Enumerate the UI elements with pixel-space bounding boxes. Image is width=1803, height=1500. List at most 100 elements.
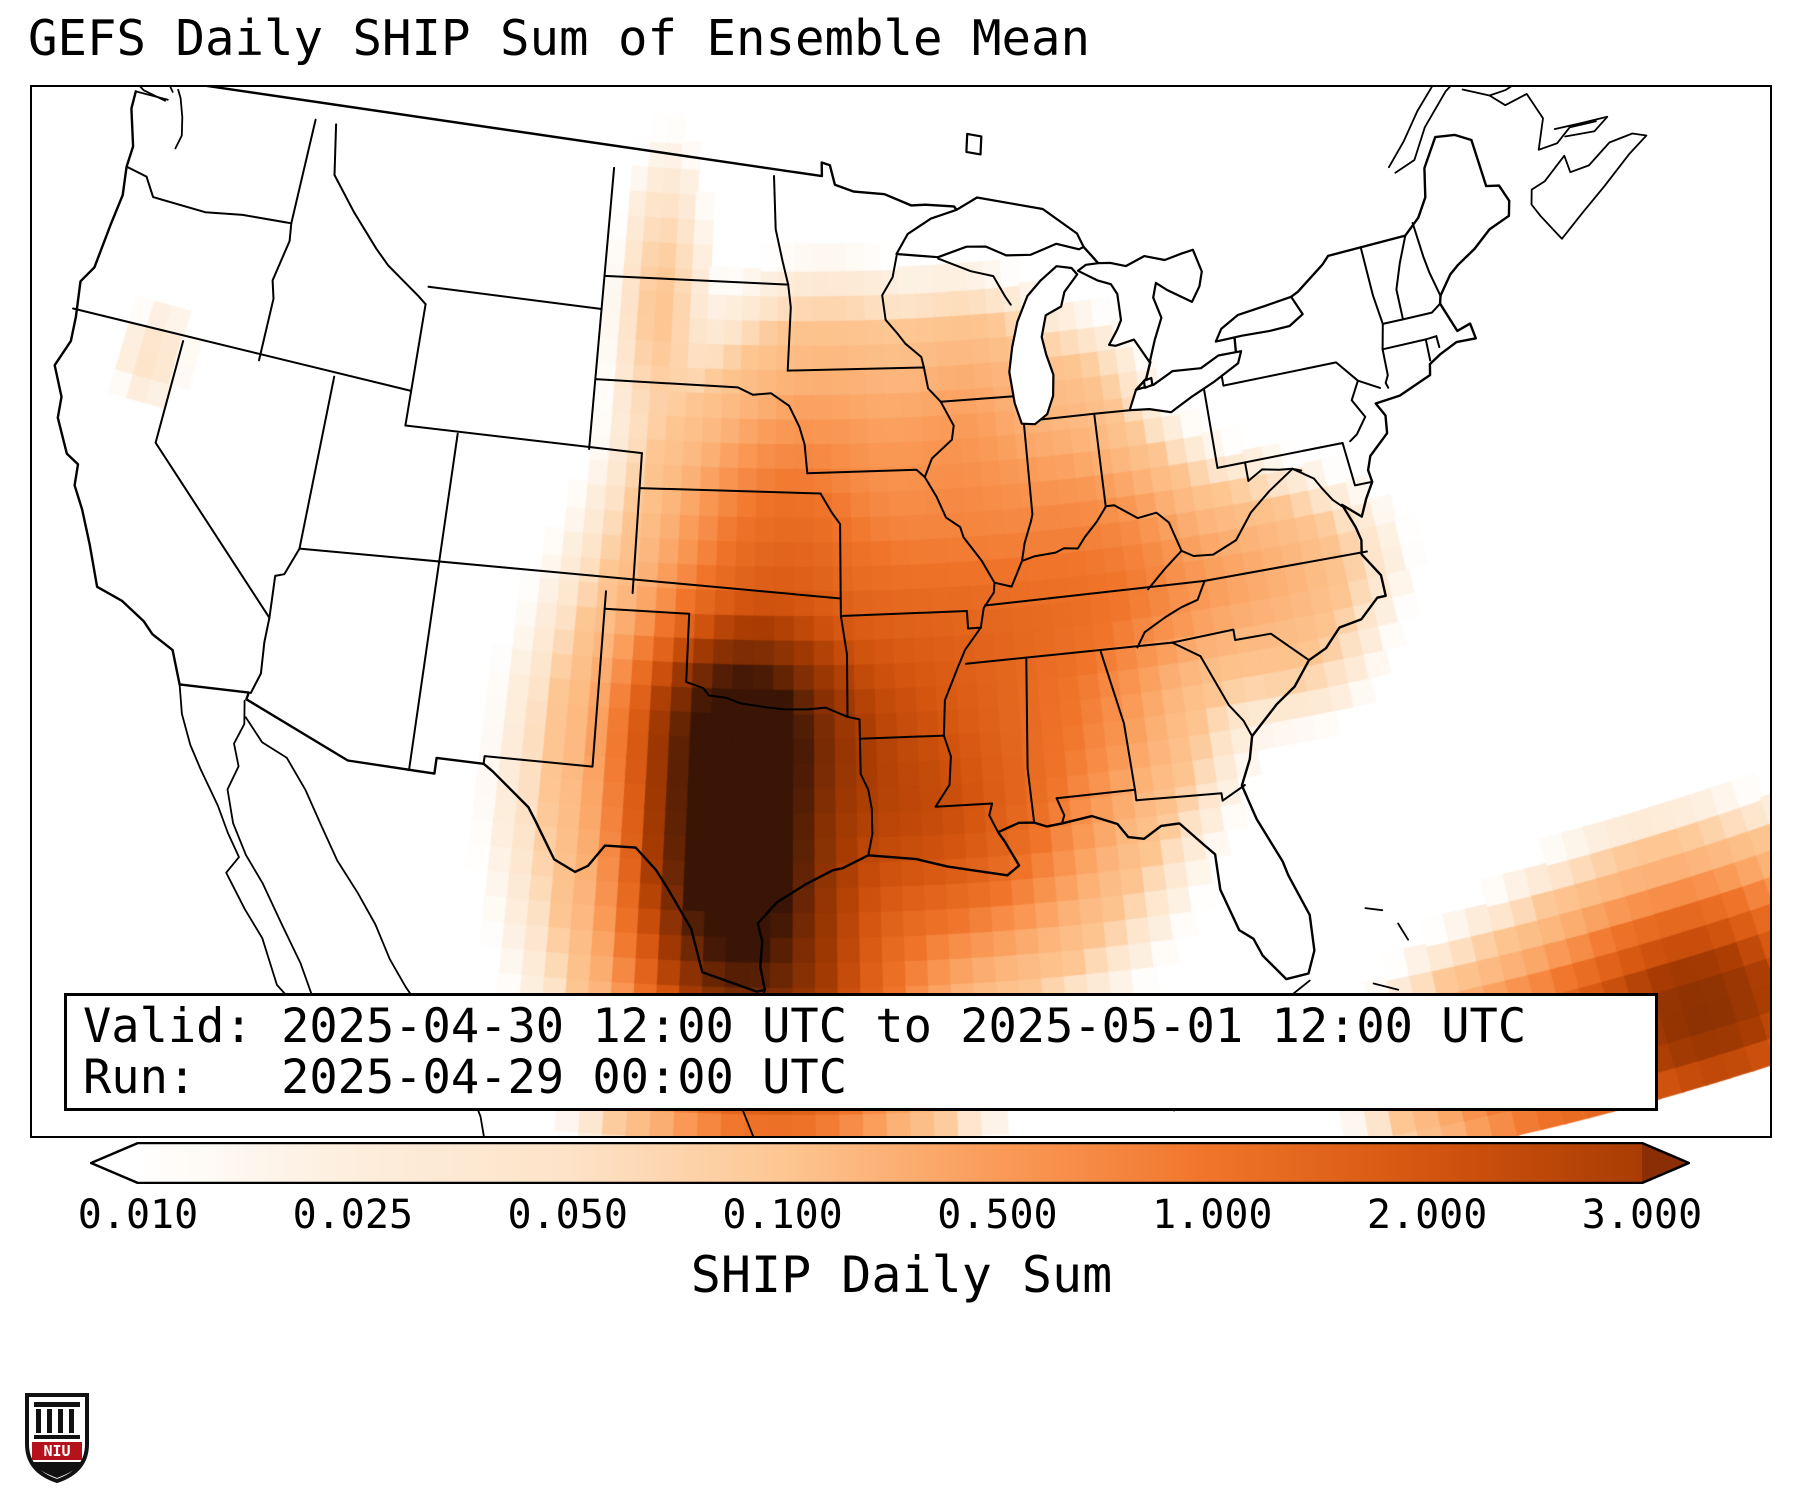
state-border-line (1359, 246, 1390, 389)
colorbar-tick: 1.000 (1152, 1192, 1273, 1238)
niu-castle-column (36, 1409, 41, 1433)
state-border-line (1424, 338, 1432, 362)
state-border-line (839, 615, 849, 718)
state-border-line (1244, 461, 1250, 482)
state-border-line (806, 468, 926, 479)
great-lake-outline (895, 196, 1085, 259)
state-border-line (298, 547, 842, 600)
us-coastline (1134, 360, 1152, 391)
state-border-line (1021, 420, 1034, 562)
state-border-line (1356, 379, 1382, 389)
foreign-coastline (1553, 115, 1609, 138)
state-border-line (594, 378, 791, 407)
niu-castle-base (34, 1435, 80, 1439)
foreign-coastline (1530, 132, 1648, 240)
foreign-coastline (1461, 87, 1512, 97)
colorbar-svg (90, 1142, 1690, 1184)
state-border-line (1147, 549, 1183, 591)
state-border-line (923, 476, 996, 629)
state-border-line (819, 492, 842, 600)
niu-logo: NIU (25, 1393, 89, 1484)
state-border-line (427, 285, 603, 310)
state-border-line (603, 274, 790, 286)
state-border-line (1055, 797, 1066, 825)
state-border-line (839, 597, 982, 630)
state-border-line (603, 607, 849, 718)
state-border-line (934, 734, 1000, 834)
foreign-coastline (1394, 87, 1451, 174)
foreign-coastline (1364, 907, 1384, 912)
niu-castle-column (58, 1409, 63, 1433)
state-border-line (1093, 412, 1107, 508)
colorbar-tick: 0.050 (507, 1192, 628, 1238)
colorbar-tick: 0.010 (77, 1192, 199, 1238)
colorbar-gradient (138, 1143, 1642, 1183)
state-border-line (154, 340, 271, 694)
state-border-line (939, 395, 1016, 403)
niu-shield-point (32, 1462, 82, 1478)
foreign-coastline (1372, 982, 1400, 991)
state-border-line (631, 452, 643, 595)
state-border-line (846, 715, 874, 857)
colorbar-tick: 2.000 (1366, 1192, 1488, 1238)
state-border-line (859, 734, 945, 740)
state-border-line (1055, 784, 1246, 802)
state-border-line (1411, 222, 1442, 298)
state-border-line (1216, 442, 1344, 469)
foreign-coastline (1388, 87, 1433, 169)
state-border-line (1022, 409, 1131, 423)
great-lake-outline (1142, 376, 1154, 389)
state-border-line (881, 254, 925, 369)
great-lake-outline (1076, 248, 1203, 364)
state-border-line (638, 487, 822, 495)
state-border-line (983, 550, 1368, 607)
colorbar-label: SHIP Daily Sum (690, 1246, 1113, 1304)
state-border-line (404, 303, 427, 427)
state-border-line (942, 626, 982, 737)
state-border-line (937, 257, 1012, 306)
foreign-coastline (1488, 93, 1597, 151)
state-border-line (404, 424, 643, 455)
foreign-coastline (1397, 922, 1409, 941)
state-border-line (1381, 302, 1442, 325)
great-lake-outline (1214, 295, 1304, 343)
niu-red-band (32, 1442, 82, 1460)
us-coastline (756, 199, 1511, 992)
foreign-coastline (139, 87, 166, 102)
map-frame: Valid: 2025-04-30 12:00 UTC to 2025-05-0… (30, 85, 1772, 1138)
niu-logo-text: NIU (43, 1442, 70, 1460)
state-border-line (1220, 361, 1367, 443)
us-coastline (1289, 133, 1511, 298)
us-coastline (1082, 245, 1100, 265)
niu-castle-column (69, 1409, 74, 1433)
state-border-line (1099, 650, 1136, 791)
state-border-line (1201, 376, 1219, 469)
state-border-line (786, 366, 925, 372)
info-box: Valid: 2025-04-30 12:00 UTC to 2025-05-0… (64, 993, 1658, 1111)
us-coastline (206, 87, 958, 211)
colorbar-over-arrow (1642, 1143, 1689, 1183)
colorbar-under-arrow (91, 1143, 138, 1183)
state-border-line (1435, 335, 1441, 348)
valid-time: Valid: 2025-04-30 12:00 UTC to 2025-05-0… (83, 999, 1527, 1054)
colorbar-tick: 0.500 (937, 1192, 1058, 1238)
us-coastline (53, 90, 181, 686)
us-basemap-svg (53, 87, 1648, 1136)
colorbar-tick: 0.100 (722, 1192, 843, 1238)
foreign-coastline (174, 89, 184, 150)
colorbar-ticks: 0.010 0.025 0.050 0.100 0.500 1.000 2.000 3.000 (78, 1192, 1790, 1242)
state-border-line (1025, 658, 1036, 824)
state-border-line (965, 641, 1174, 665)
state-border-line (588, 166, 616, 450)
us-coastline (178, 683, 766, 993)
state-border-line (786, 283, 792, 372)
state-border-line (1180, 467, 1303, 557)
ship-heatmap-canvas (32, 87, 1770, 1136)
state-border-line (922, 366, 955, 479)
state-border-line (482, 590, 607, 768)
great-lake-outline (1128, 350, 1243, 414)
great-lake-outline (965, 132, 983, 156)
niu-castle-column (47, 1409, 52, 1433)
state-border-line (125, 165, 293, 225)
state-border-line (1395, 234, 1407, 321)
